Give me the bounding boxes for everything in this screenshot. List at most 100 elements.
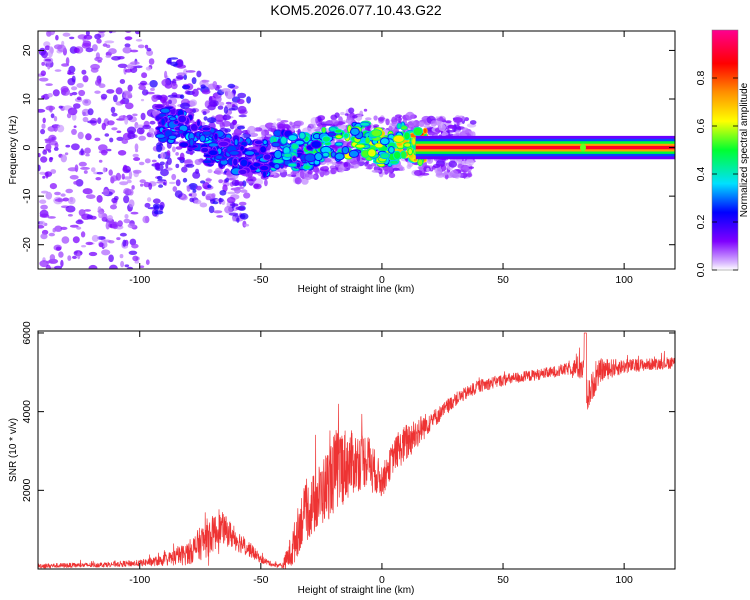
spectrogram-ridge-blob <box>392 134 405 143</box>
spectrogram-ridge-blob <box>201 126 212 132</box>
spectrogram-blob <box>201 89 211 95</box>
spectrogram-x-tick-label: 0 <box>379 274 385 286</box>
spectrogram-blob <box>124 214 129 219</box>
spectrogram-blob <box>53 116 58 122</box>
spectrogram-ridge-blob <box>302 164 312 171</box>
spectrogram-blob <box>139 179 146 184</box>
spectrogram-blob <box>87 275 93 281</box>
spectrogram-blob <box>111 221 119 230</box>
spectrogram-blob <box>223 106 229 114</box>
spectrogram-blob <box>127 132 136 140</box>
spectrogram-ridge-blob <box>279 135 288 145</box>
spectrogram-blob <box>148 58 155 65</box>
spectrogram-blob <box>236 217 240 223</box>
spectrogram-blob <box>348 107 355 114</box>
spectrogram-blob <box>230 203 239 207</box>
spectrogram-blob <box>92 44 98 52</box>
spectrogram-blob <box>194 158 202 166</box>
spectrogram-blob <box>232 104 236 107</box>
spectrogram-blob <box>161 78 171 87</box>
spectrogram-blob <box>469 120 477 125</box>
spectrogram-blob <box>235 206 245 211</box>
snr-y-label: SNR (10 * v/v) <box>8 418 19 482</box>
spectrogram-blob <box>264 179 268 187</box>
spectrogram-blob <box>100 93 108 100</box>
spectrogram-ridge-blob <box>217 140 230 148</box>
spectrogram-blob <box>169 57 179 60</box>
spectrogram-blob <box>88 189 93 194</box>
spectrogram-blob <box>52 23 61 29</box>
spectrogram-blob <box>48 134 57 142</box>
spectrogram-blob <box>132 153 139 158</box>
spectrogram-ridge <box>415 135 675 160</box>
spectrogram-ridge-blob <box>168 116 177 122</box>
spectrogram-blob <box>179 152 185 160</box>
spectrogram-blob <box>152 198 161 204</box>
spectrogram-blob <box>225 177 230 183</box>
spectrogram-ridge-blob <box>228 150 240 156</box>
spectrogram-blob <box>96 171 104 175</box>
spectrogram-blob <box>87 108 94 116</box>
spectrogram-blob <box>418 122 425 127</box>
spectrogram-blob <box>192 108 197 114</box>
spectrogram-blob <box>131 243 139 249</box>
spectrogram-blob <box>144 158 151 164</box>
spectrogram-ridge-blob <box>196 118 201 128</box>
spectrogram-ridge-blob <box>262 153 272 161</box>
spectrogram-blob <box>138 161 145 166</box>
spectrogram-blob <box>214 167 223 175</box>
spectrogram-blob <box>42 150 48 155</box>
spectrogram-blob <box>170 61 178 67</box>
spectrogram-blob <box>335 161 343 164</box>
spectrogram-blob <box>203 116 208 121</box>
spectrogram-blob <box>76 17 82 22</box>
spectrogram-ridge-blob <box>379 137 390 146</box>
spectrogram-blob <box>124 117 129 125</box>
spectrogram-blob <box>158 184 164 188</box>
spectrogram-blob <box>196 87 201 91</box>
spectrogram-blob <box>438 173 448 176</box>
spectrogram-blob <box>207 104 216 111</box>
spectrogram-blob <box>44 171 53 177</box>
spectrogram-blob <box>179 94 185 99</box>
spectrogram-blob <box>124 36 132 41</box>
spectrogram-blob <box>38 108 46 113</box>
snr-x-tick-label: 50 <box>497 574 509 586</box>
spectrogram-blob <box>87 120 97 124</box>
spectrogram-ridge-blob <box>287 134 298 142</box>
spectrogram-blob <box>82 75 89 83</box>
spectrogram-blob <box>48 46 54 52</box>
spectrogram-blob <box>148 127 155 135</box>
spectrogram-ridge-blob <box>321 126 327 134</box>
spectrogram-blob <box>45 191 53 200</box>
spectrogram-ridge-blip <box>580 143 586 152</box>
spectrogram-blob <box>82 116 89 123</box>
spectrogram-blob <box>132 113 138 117</box>
colorbar: 0.0 0.2 0.4 0.6 0.8 Normalized spectral ampl… <box>695 29 750 277</box>
spectrogram-x-tick-label: 100 <box>615 274 633 286</box>
spectrogram-blob <box>162 182 166 186</box>
spectrogram-blob <box>38 153 41 158</box>
spectrogram-blob <box>52 89 60 97</box>
spectrogram-blob <box>109 137 114 143</box>
spectrogram-blob <box>227 191 236 195</box>
spectrogram-blob <box>156 181 165 184</box>
spectrogram-blob <box>42 175 46 179</box>
spectrogram-blob <box>75 179 84 187</box>
spectrogram-blob <box>121 139 129 144</box>
spectrogram-blob <box>448 133 454 137</box>
spectrogram-ridge-blob <box>207 149 219 157</box>
spectrogram-blob <box>205 193 215 200</box>
spectrogram-blob <box>40 128 46 135</box>
spectrogram-blob <box>115 87 123 95</box>
spectrogram-ridge-blob <box>272 158 285 165</box>
spectrogram-blob <box>47 31 56 36</box>
spectrogram-blob <box>108 240 115 244</box>
spectrogram-blob <box>96 195 103 203</box>
spectrogram-blob <box>212 201 219 205</box>
spectrogram-blob <box>321 124 327 128</box>
spectrogram-blob <box>54 69 62 72</box>
spectrogram-blob <box>127 208 133 212</box>
spectrogram-blob <box>135 31 141 35</box>
spectrogram-blob <box>406 121 414 129</box>
